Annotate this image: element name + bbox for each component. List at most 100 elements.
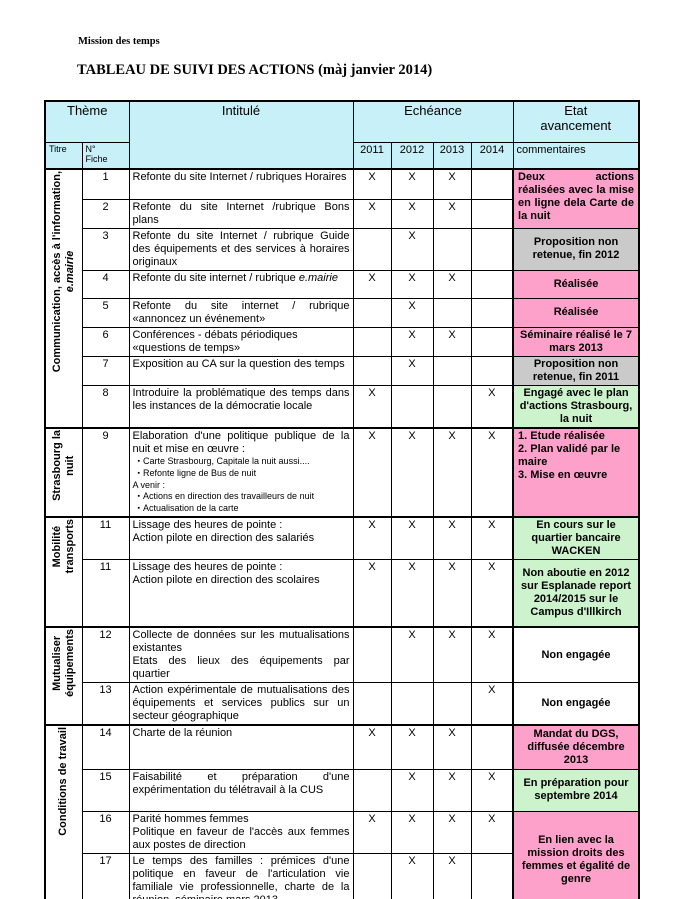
year-cell-2013: X xyxy=(432,558,472,628)
comment-cell: Proposition non retenue, fin 2012 xyxy=(512,227,640,271)
year-cell-2011: X xyxy=(352,168,392,200)
intitule-cell: Collecte de données sur les mutualisatio… xyxy=(128,626,354,683)
comment-cell: Réalisée xyxy=(512,269,640,299)
year-cell-2012: X xyxy=(390,168,434,200)
year-cell-2013: X xyxy=(432,326,472,357)
year-cell-2013: X xyxy=(432,810,472,854)
document-label: Mission des temps xyxy=(78,36,160,47)
col-header-num-fiche: N° Fiche xyxy=(81,141,130,170)
year-cell-2012: X xyxy=(390,297,434,328)
comment-cell: Proposition non retenue, fin 2011 xyxy=(512,355,640,386)
intitule-cell: Charte de la réunion xyxy=(128,724,354,770)
intitule-cell: Action expérimentale de mutualisations d… xyxy=(128,682,354,726)
year-cell-2013 xyxy=(432,355,472,386)
col-header-titre: Titre xyxy=(44,141,83,170)
year-cell-2011: X xyxy=(352,724,392,770)
fiche-number: 3 xyxy=(81,227,130,271)
year-cell-2014 xyxy=(470,724,514,770)
table-row: 5 Refonte du site internet / rubrique «a… xyxy=(45,297,640,328)
table-row: 3 Refonte du site Internet / rubrique Gu… xyxy=(45,227,640,271)
intitule-cell: Refonte du site Internet / rubrique Guid… xyxy=(128,227,354,271)
table-row: 11 Lissage des heures de pointe : Action… xyxy=(45,558,640,628)
table-header-row-1: Thème Intitulé Echéance Etat avancement xyxy=(44,100,640,170)
year-cell-2013 xyxy=(432,227,472,271)
year-cell-2011: X xyxy=(352,198,392,229)
theme-cell-mobilite-transports: Mobilité transports xyxy=(44,515,83,628)
intitule-cell: Elaboration d'une politique publique de … xyxy=(128,426,354,517)
year-cell-2014: X xyxy=(470,515,514,560)
year-cell-2012: X xyxy=(390,426,434,517)
intitule-cell: Refonte du site Internet / rubriques Hor… xyxy=(128,168,354,200)
square-bullet-icon: ▪ xyxy=(137,457,140,465)
year-cell-2011: X xyxy=(352,558,392,628)
fiche-number: 11 xyxy=(81,515,130,560)
year-cell-2014 xyxy=(470,326,514,357)
fiche-number: 2 xyxy=(81,198,130,229)
fiche-number: 14 xyxy=(81,724,130,770)
comment-cell: Deux actions réalisées avec la mise en l… xyxy=(512,168,640,229)
year-cell-2011 xyxy=(352,852,392,899)
year-cell-2011 xyxy=(352,768,392,812)
year-cell-2011: X xyxy=(352,384,392,428)
year-cell-2013: X xyxy=(432,626,472,683)
year-cell-2011 xyxy=(352,626,392,683)
theme-label: Mobilité transports xyxy=(50,518,76,573)
year-cell-2011 xyxy=(352,355,392,386)
year-cell-2013: X xyxy=(432,515,472,560)
square-bullet-icon: ▪ xyxy=(137,504,140,512)
fiche-number: 9 xyxy=(81,426,130,517)
col-header-2014: 2014 xyxy=(470,141,514,170)
year-cell-2014 xyxy=(470,852,514,899)
year-cell-2013 xyxy=(432,384,472,428)
table-row: Communication, accès à l'information, e.… xyxy=(44,168,640,428)
year-cell-2014 xyxy=(470,297,514,328)
theme-label: Communication, accès à l'information, e.… xyxy=(50,171,76,373)
year-cell-2014 xyxy=(470,168,514,200)
fiche-number: 12 xyxy=(81,626,130,683)
fiche-number: 6 xyxy=(81,326,130,357)
intitule-cell: Lissage des heures de pointe : Action pi… xyxy=(128,515,354,560)
year-cell-2011: X xyxy=(352,426,392,517)
year-cell-2011: X xyxy=(352,269,392,299)
bullet-list-upcoming: ▪ Actions en direction des travailleurs d… xyxy=(137,490,315,513)
intitule-cell: Refonte du site internet / rubrique e.ma… xyxy=(128,269,354,299)
square-bullet-icon: ▪ xyxy=(137,492,140,500)
bullet-list-current: ▪ Carte Strasbourg, Capitale la nuit auss… xyxy=(137,455,310,478)
year-cell-2011 xyxy=(352,227,392,271)
year-cell-2012: X xyxy=(390,355,434,386)
theme-cell-mutualiser-equipements: Mutualiser équipements xyxy=(44,626,83,726)
col-header-intitule: Intitulé xyxy=(128,100,354,170)
year-cell-2013 xyxy=(432,682,472,726)
theme-label: Conditions de travail xyxy=(57,727,70,836)
table-row: 6 Conférences - débats périodiques «ques… xyxy=(45,326,640,357)
table-row: 13 Action expérimentale de mutualisation… xyxy=(45,682,640,726)
intitule-cell: Refonte du site internet / rubrique «ann… xyxy=(128,297,354,328)
table-row: 2 Refonte du site Internet /rubrique Bon… xyxy=(45,198,639,229)
year-cell-2012: X xyxy=(390,227,434,271)
theme-label: Mutualiser équipements xyxy=(50,629,76,697)
table-row: Mobilité transports 11 Lissage des heure… xyxy=(44,515,640,628)
col-header-commentaires: commentaires xyxy=(512,141,640,170)
col-header-etat-avancement: Etat avancement xyxy=(512,100,640,143)
year-cell-2012: X xyxy=(390,269,434,299)
comment-cell: En cours sur le quartier bancaire WACKEN xyxy=(512,515,640,560)
avenir-label: A venir : xyxy=(132,479,166,490)
comment-cell: Non engagée xyxy=(512,626,640,683)
year-cell-2012: X xyxy=(390,198,434,229)
year-cell-2011 xyxy=(352,297,392,328)
theme-label: Strasbourg la nuit xyxy=(50,429,76,501)
year-cell-2012 xyxy=(390,682,434,726)
year-cell-2013: X xyxy=(432,768,472,812)
table-row: 7 Exposition au CA sur la question des t… xyxy=(45,355,640,386)
year-cell-2014 xyxy=(470,269,514,299)
comment-cell: Engagé avec le plan d'actions Strasbourg… xyxy=(512,384,640,428)
year-cell-2013 xyxy=(432,297,472,328)
fiche-number: 16 xyxy=(81,810,130,854)
col-header-2011: 2011 xyxy=(352,141,392,170)
year-cell-2011: X xyxy=(352,515,392,560)
intitule-cell: Faisabilité et préparation d'une expérim… xyxy=(128,768,354,812)
table-row: Strasbourg la nuit 9 Elaboration d'une p… xyxy=(44,426,640,517)
col-header-2012: 2012 xyxy=(390,141,434,170)
comment-cell: 1. Etude réalisée 2. Plan validé par le … xyxy=(512,426,640,517)
